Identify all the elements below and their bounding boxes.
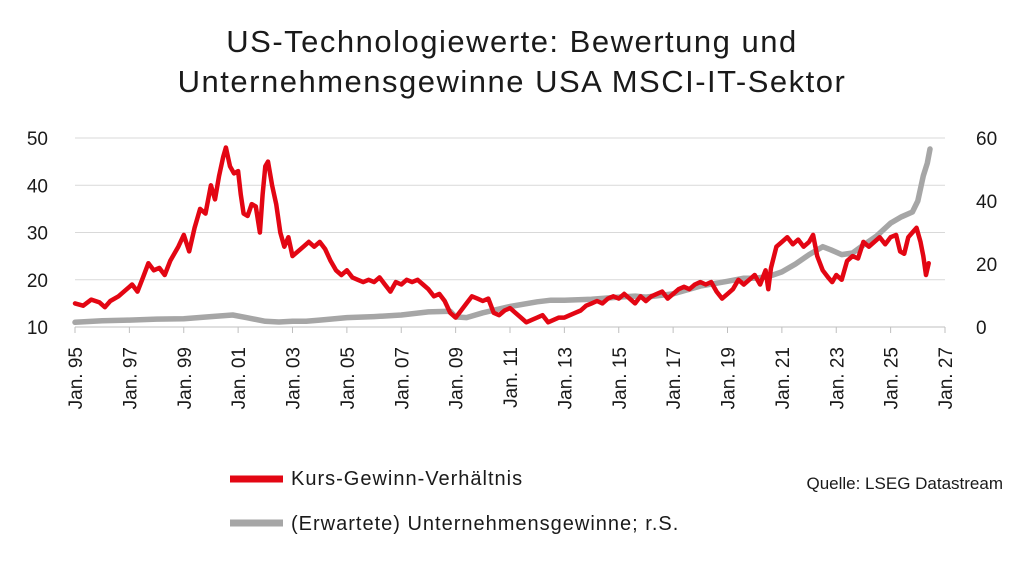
y-right-tick-label: 60 xyxy=(976,129,997,150)
x-tick-label: Jan. 27 xyxy=(936,347,957,409)
y-axis-right: 0 20 40 60 xyxy=(976,129,997,339)
chart-title-line-2: Unternehmensgewinne USA MSCI-IT-Sektor xyxy=(177,64,847,99)
y-left-tick-label: 10 xyxy=(27,318,48,339)
x-tick-label: Jan. 97 xyxy=(120,347,141,409)
x-tick-label: Jan. 07 xyxy=(392,347,413,409)
x-tick-label: Jan. 13 xyxy=(555,347,576,409)
y-right-tick-label: 20 xyxy=(976,255,997,276)
x-tick-label: Jan. 05 xyxy=(338,347,359,409)
x-tick-label: Jan. 99 xyxy=(175,347,196,409)
y-right-tick-label: 40 xyxy=(976,192,997,213)
y-right-tick-label: 0 xyxy=(976,318,987,339)
chart-title: US-Technologiewerte: Bewertung und Unter… xyxy=(0,22,1024,102)
x-tick-label: Jan. 11 xyxy=(501,347,522,408)
y-left-tick-label: 40 xyxy=(27,176,48,197)
x-axis: Jan. 95 Jan. 97 Jan. 99 Jan. 01 Jan. 03 Jan. … xyxy=(66,326,957,409)
x-tick-label: Jan. 23 xyxy=(827,347,848,409)
x-tick-label: Jan. 03 xyxy=(284,347,305,409)
y-left-tick-label: 20 xyxy=(27,271,48,292)
series-line-kgv xyxy=(72,145,931,325)
x-tick-label: Jan. 17 xyxy=(664,347,685,409)
series-lines xyxy=(72,145,933,326)
x-tick-label: Jan. 15 xyxy=(610,347,631,409)
y-left-tick-label: 30 xyxy=(27,224,48,245)
x-tick-label: Jan. 25 xyxy=(882,347,903,409)
x-tick-label: Jan. 19 xyxy=(719,347,740,409)
legend-label-kgv: Kurs-Gewinn-Verhältnis xyxy=(291,468,523,490)
source-note: Quelle: LSEG Datastream xyxy=(806,474,1003,493)
legend-label-gewinne: (Erwartete) Unternehmensgewinne; r.S. xyxy=(291,513,679,535)
gridlines xyxy=(75,137,945,328)
y-axis-left: 10 20 30 40 50 xyxy=(27,129,48,339)
legend: Kurs-Gewinn-Verhältnis (Erwartete) Unter… xyxy=(230,468,679,535)
series-line-gewinne xyxy=(72,146,933,326)
x-tick-label: Jan. 01 xyxy=(229,347,250,409)
chart-title-line-1: US-Technologiewerte: Bewertung und xyxy=(226,24,798,59)
x-tick-label: Jan. 95 xyxy=(66,347,87,409)
x-tick-label: Jan. 09 xyxy=(447,347,468,409)
y-left-tick-label: 50 xyxy=(27,129,48,150)
x-tick-label: Jan. 21 xyxy=(773,347,794,409)
